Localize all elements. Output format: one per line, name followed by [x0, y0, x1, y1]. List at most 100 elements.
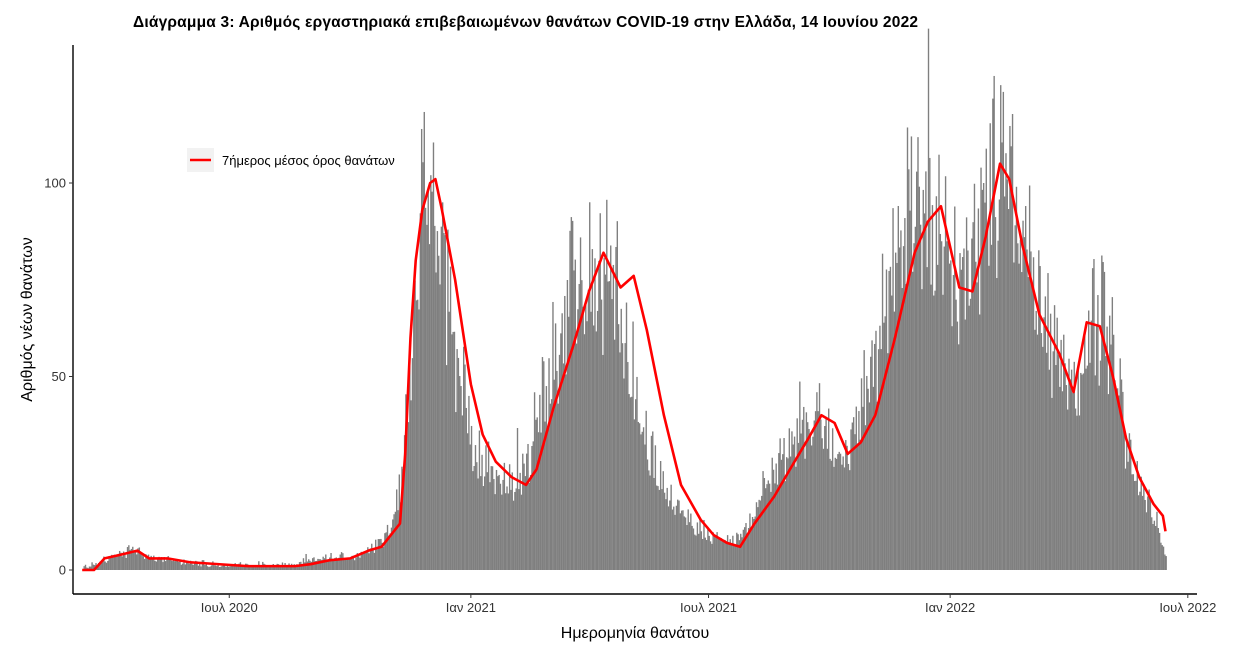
daily-death-bar	[553, 379, 555, 570]
daily-death-bar	[460, 386, 462, 570]
daily-death-bar	[984, 202, 986, 570]
daily-death-bar	[1086, 365, 1089, 570]
daily-death-bar	[830, 460, 833, 570]
daily-death-bar	[665, 499, 667, 570]
daily-death-bar	[904, 218, 906, 570]
daily-death-bar	[679, 513, 682, 570]
daily-death-bar	[150, 555, 152, 570]
daily-death-bar	[940, 241, 943, 570]
daily-death-bar	[348, 558, 351, 570]
daily-death-bar	[952, 275, 955, 570]
daily-death-bar	[810, 445, 813, 570]
daily-death-bar	[255, 566, 257, 570]
daily-death-bar	[209, 566, 211, 570]
daily-death-bar	[1095, 326, 1098, 570]
daily-death-bar	[814, 411, 817, 570]
daily-death-bar	[180, 564, 183, 570]
daily-death-bar	[708, 535, 710, 570]
daily-death-bar	[1070, 369, 1073, 570]
daily-death-bar	[564, 295, 566, 570]
daily-death-bar	[578, 283, 580, 570]
daily-death-bar	[529, 474, 532, 570]
daily-death-bar	[925, 171, 927, 570]
daily-death-bar	[354, 560, 356, 570]
daily-death-bar	[590, 311, 592, 570]
daily-death-bar	[266, 566, 268, 570]
daily-death-bar	[187, 562, 189, 570]
daily-death-bar	[453, 331, 456, 570]
daily-death-bar	[565, 374, 567, 570]
daily-death-bar	[141, 554, 143, 570]
daily-death-bar	[443, 232, 445, 571]
daily-death-bar	[1035, 310, 1037, 570]
daily-death-bar	[336, 558, 339, 570]
daily-death-bar	[539, 394, 541, 570]
daily-death-bar	[862, 406, 864, 570]
daily-death-bar	[741, 537, 743, 570]
daily-death-bar	[280, 565, 282, 570]
daily-death-bar	[1128, 433, 1131, 570]
daily-death-bar	[864, 425, 867, 570]
daily-death-bar	[616, 221, 618, 570]
daily-death-bar	[292, 566, 294, 570]
daily-death-bar	[377, 539, 380, 570]
daily-death-bar	[1074, 408, 1077, 570]
daily-death-bar	[331, 558, 334, 570]
daily-death-bar	[540, 432, 542, 570]
daily-death-bar	[426, 224, 428, 570]
daily-death-bar	[766, 484, 768, 570]
daily-death-bar	[382, 546, 385, 570]
daily-death-bar	[1030, 251, 1032, 570]
daily-death-bar	[1040, 333, 1043, 570]
daily-death-bar	[998, 199, 1001, 570]
y-tick-label: 0	[59, 563, 66, 578]
daily-death-bar	[552, 301, 554, 570]
daily-death-bar	[804, 458, 806, 570]
daily-death-bar	[428, 244, 431, 570]
daily-death-bar	[931, 205, 934, 570]
daily-death-bar	[350, 557, 352, 570]
daily-death-bar	[208, 567, 210, 570]
daily-death-bar	[943, 246, 945, 571]
daily-death-bar	[364, 551, 366, 570]
daily-death-bar	[225, 566, 227, 570]
daily-death-bar	[855, 406, 857, 570]
daily-death-bar	[493, 479, 495, 570]
daily-death-bar	[1063, 334, 1065, 570]
daily-death-bar	[747, 527, 750, 570]
daily-death-bar	[548, 358, 550, 570]
daily-death-bar	[384, 533, 386, 570]
daily-death-bar	[226, 564, 229, 570]
daily-death-bar	[768, 483, 771, 570]
daily-death-bar	[817, 411, 819, 570]
daily-death-bar	[216, 566, 218, 570]
daily-death-bar	[497, 476, 499, 570]
daily-death-bar	[561, 313, 563, 570]
daily-death-bar	[726, 535, 729, 570]
daily-death-bar	[409, 358, 411, 570]
daily-death-bar	[192, 564, 194, 570]
daily-death-bar	[887, 353, 889, 570]
daily-death-bar	[550, 399, 553, 570]
daily-death-bar	[959, 253, 961, 570]
daily-death-bar	[554, 323, 557, 570]
daily-death-bar	[602, 354, 604, 570]
y-axis-ticks: 0 50 100	[44, 176, 73, 578]
daily-death-bar	[359, 557, 361, 570]
daily-death-bar	[717, 537, 720, 570]
daily-death-bar	[1116, 388, 1119, 570]
daily-death-bar	[761, 495, 763, 570]
daily-death-bar	[688, 522, 691, 570]
daily-death-bar	[1080, 372, 1082, 570]
daily-death-bar	[968, 305, 970, 570]
daily-death-bar	[656, 485, 658, 570]
daily-death-bar	[933, 295, 935, 570]
daily-death-bar	[310, 561, 313, 570]
daily-death-bar	[221, 565, 223, 570]
daily-death-bar	[711, 543, 713, 570]
daily-death-bar	[273, 566, 276, 570]
daily-death-bar	[1158, 532, 1161, 570]
daily-death-bar	[1118, 395, 1120, 570]
daily-death-bar	[570, 217, 573, 570]
daily-death-bar	[1069, 379, 1072, 570]
